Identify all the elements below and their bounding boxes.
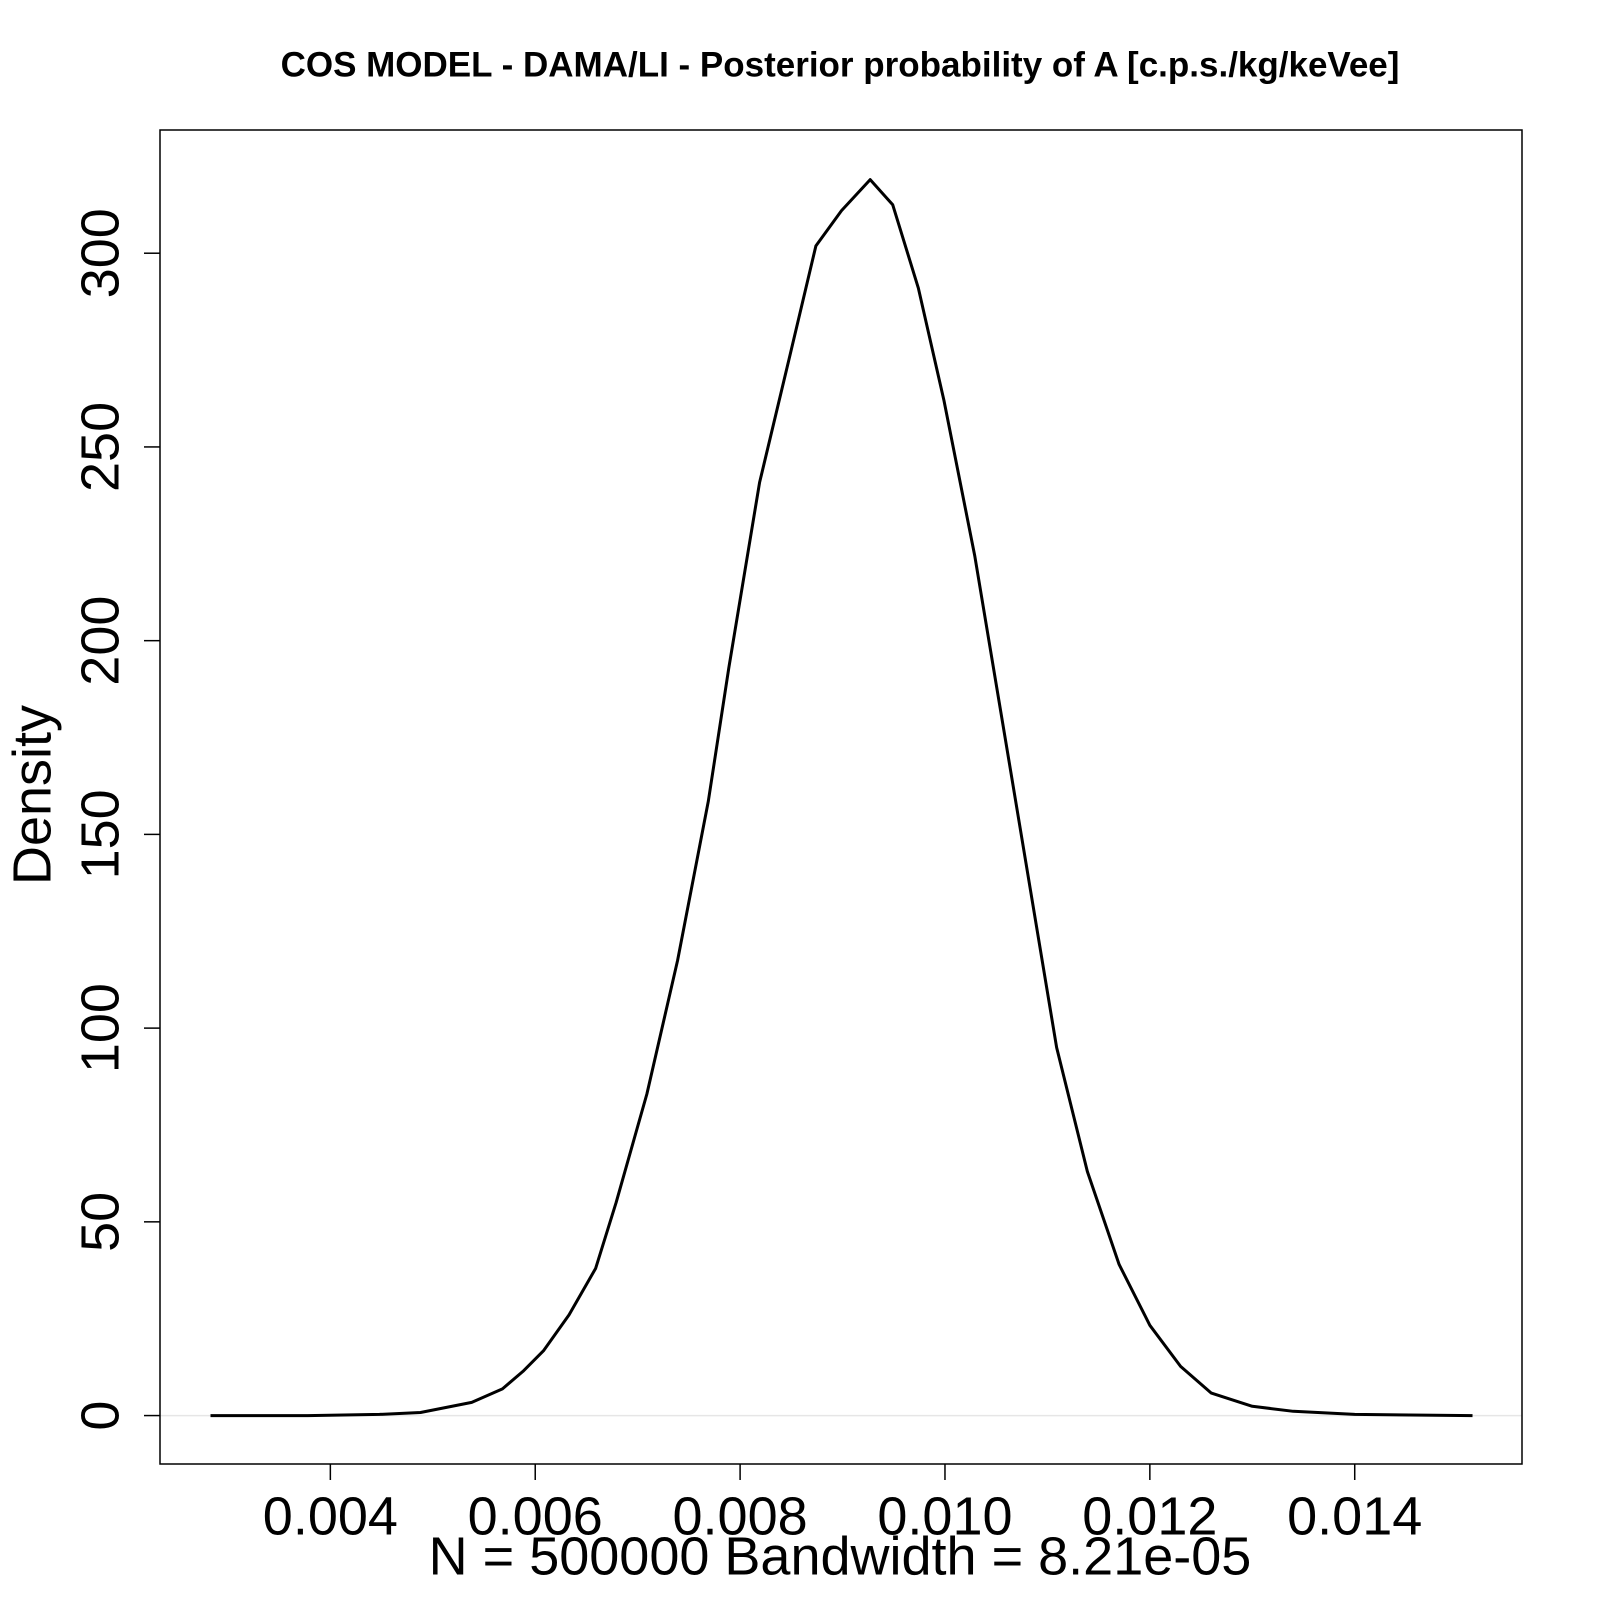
density-line <box>210 178 1473 1418</box>
x-tick-label: 0.012 <box>1082 1486 1217 1546</box>
y-tick-label: 0 <box>70 1401 130 1431</box>
x-tick-label: 0.014 <box>1287 1486 1422 1546</box>
plot-frame <box>159 129 1523 1465</box>
y-tick-label: 250 <box>70 402 130 492</box>
y-tick-label: 50 <box>70 1192 130 1252</box>
y-axis-label: Density <box>2 705 62 885</box>
chart-title: COS MODEL - DAMA/LI - Posterior probabil… <box>281 45 1400 84</box>
x-tick-label: 0.006 <box>468 1486 603 1546</box>
x-tick-label: 0.008 <box>673 1486 808 1546</box>
y-tick-label: 200 <box>70 596 130 686</box>
y-tick-label: 100 <box>70 983 130 1073</box>
x-tick-label: 0.010 <box>877 1486 1012 1546</box>
y-tick-label: 150 <box>70 789 130 879</box>
x-tick-label: 0.004 <box>263 1486 398 1546</box>
y-tick-label: 300 <box>70 208 130 298</box>
x-axis-label: N = 500000 Bandwidth = 8.21e-05 <box>429 1526 1252 1586</box>
